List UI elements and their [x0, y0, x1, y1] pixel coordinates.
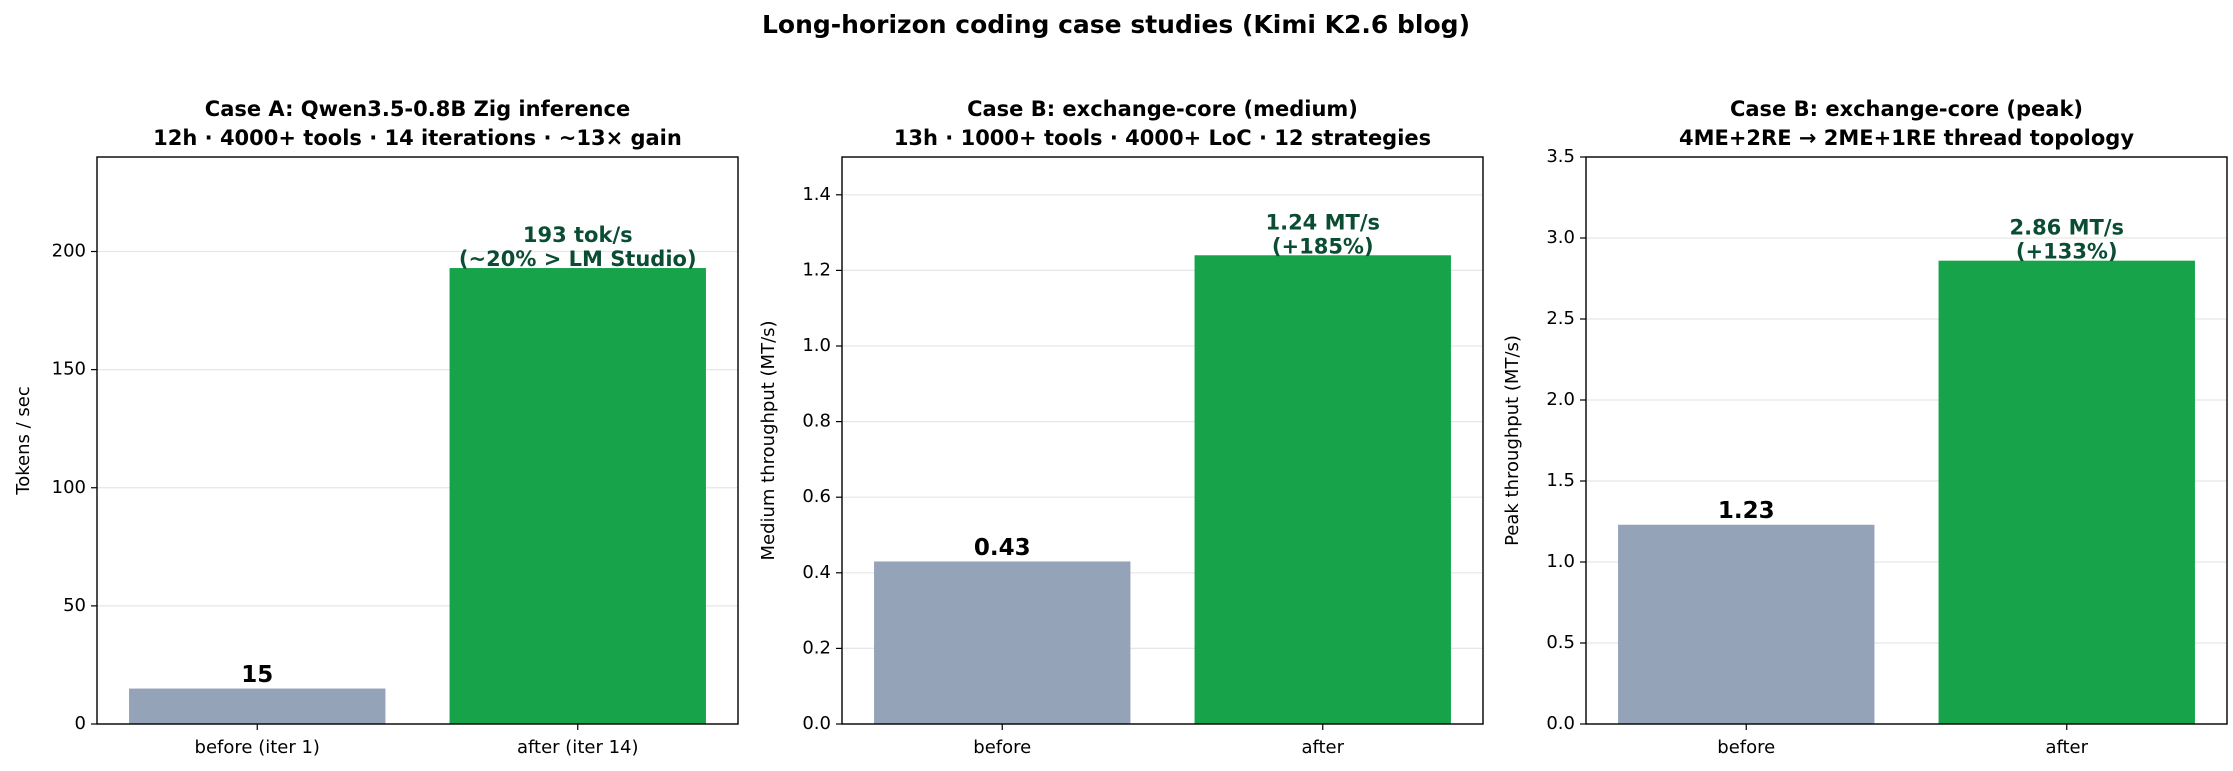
- chart-title: 4ME+2RE → 2ME+1RE thread topology: [1679, 126, 2134, 150]
- x-tick-label: after: [2045, 737, 2088, 758]
- bar: [1194, 255, 1451, 724]
- x-tick-label: before: [973, 737, 1031, 758]
- y-tick-label: 1.0: [802, 335, 831, 356]
- y-tick-label: 0.2: [802, 637, 831, 658]
- chart-title: Case A: Qwen3.5-0.8B Zig inference: [205, 97, 630, 121]
- y-tick-label: 2.5: [1546, 308, 1575, 329]
- axes-frame: [1585, 156, 2228, 725]
- y-tick-label: 1.2: [802, 259, 831, 280]
- chart-title: Case B: exchange-core (medium): [967, 97, 1358, 121]
- axes-frame: [96, 156, 739, 725]
- y-tick-label: 2.0: [1546, 389, 1575, 410]
- value-label: 2.86 MT/s: [2009, 216, 2124, 240]
- y-tick-label: 0.4: [802, 562, 831, 583]
- y-tick-label: 3.5: [1546, 146, 1575, 167]
- value-label: 15: [241, 662, 273, 688]
- y-tick-label: 200: [52, 241, 86, 262]
- x-tick-label: after (iter 14): [517, 737, 639, 758]
- y-tick-label: 150: [52, 359, 86, 380]
- chart-title: 13h · 1000+ tools · 4000+ LoC · 12 strat…: [894, 126, 1431, 150]
- value-label: 193 tok/s: [523, 223, 633, 247]
- value-label: (+133%): [2016, 240, 2118, 264]
- value-label: 0.43: [974, 535, 1031, 561]
- y-tick-label: 100: [52, 477, 86, 498]
- bar: [1938, 260, 2195, 724]
- bar: [449, 268, 706, 724]
- y-tick-label: 50: [63, 595, 86, 616]
- y-tick-label: 0: [75, 713, 86, 734]
- y-tick-label: 0.0: [1546, 713, 1575, 734]
- y-tick-label: 1.0: [1546, 551, 1575, 572]
- bar: [1618, 524, 1875, 724]
- x-tick-label: before: [1717, 737, 1775, 758]
- y-tick-label: 1.5: [1546, 470, 1575, 491]
- y-tick-label: 1.4: [802, 184, 831, 205]
- y-tick-label: 0.0: [802, 713, 831, 734]
- x-tick-label: after: [1301, 737, 1344, 758]
- value-label: (+185%): [1272, 234, 1374, 258]
- y-axis-label: Medium throughput (MT/s): [758, 320, 779, 560]
- value-label: 1.23: [1718, 498, 1775, 524]
- figure-title: Long-horizon coding case studies (Kimi K…: [762, 10, 1470, 39]
- value-label: (~20% > LM Studio): [459, 247, 697, 271]
- y-tick-label: 0.5: [1546, 632, 1575, 653]
- y-tick-label: 3.0: [1546, 227, 1575, 248]
- y-tick-label: 0.8: [802, 411, 831, 432]
- axes-frame: [841, 156, 1484, 725]
- bar: [874, 561, 1131, 724]
- value-label: 1.24 MT/s: [1265, 210, 1380, 234]
- y-axis-label: Peak throughput (MT/s): [1502, 335, 1523, 546]
- y-tick-label: 0.6: [802, 486, 831, 507]
- chart-title: Case B: exchange-core (peak): [1730, 97, 2083, 121]
- y-axis-label: Tokens / sec: [13, 386, 34, 495]
- x-tick-label: before (iter 1): [195, 737, 320, 758]
- bar: [129, 688, 386, 724]
- chart-title: 12h · 4000+ tools · 14 iterations · ~13×…: [153, 126, 682, 150]
